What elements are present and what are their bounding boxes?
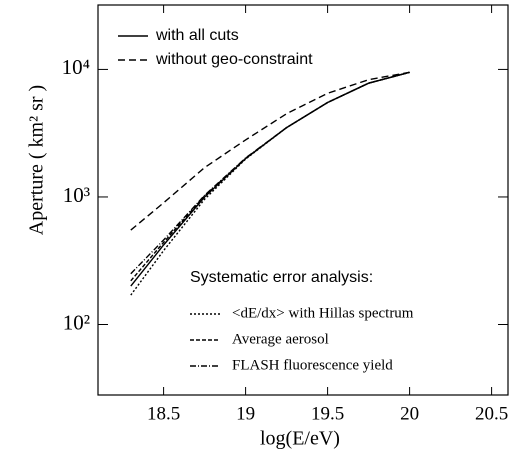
x-tick-label: 19.5 <box>311 403 344 424</box>
x-tick-label: 18.5 <box>147 403 180 424</box>
legend-label: <dE/dx> with Hillas spectrum <box>232 305 414 321</box>
y-axis-label: Aperture ( km² sr ) <box>26 85 48 235</box>
series-line <box>130 71 410 231</box>
series-line <box>130 71 410 275</box>
legend-title: Systematic error analysis: <box>190 269 373 286</box>
legend-label: without geo-constraint <box>155 51 313 68</box>
x-tick-label: 20 <box>400 403 419 424</box>
x-tick-label: 19 <box>236 403 255 424</box>
y-tick-label: 10² <box>63 310 90 334</box>
y-tick-label: 10⁴ <box>62 55 90 79</box>
y-tick-label: 10³ <box>63 183 90 207</box>
series-line <box>130 71 410 296</box>
legend-label: Average aerosol <box>232 331 329 347</box>
plot-frame <box>97 4 509 396</box>
series-line <box>130 71 410 282</box>
series-line <box>130 71 410 287</box>
legend-label: FLASH fluorescence yield <box>232 357 393 373</box>
x-tick-label: 20.5 <box>475 403 508 424</box>
legend-label: with all cuts <box>155 27 239 44</box>
x-axis-label: log(E/eV) <box>260 428 340 450</box>
